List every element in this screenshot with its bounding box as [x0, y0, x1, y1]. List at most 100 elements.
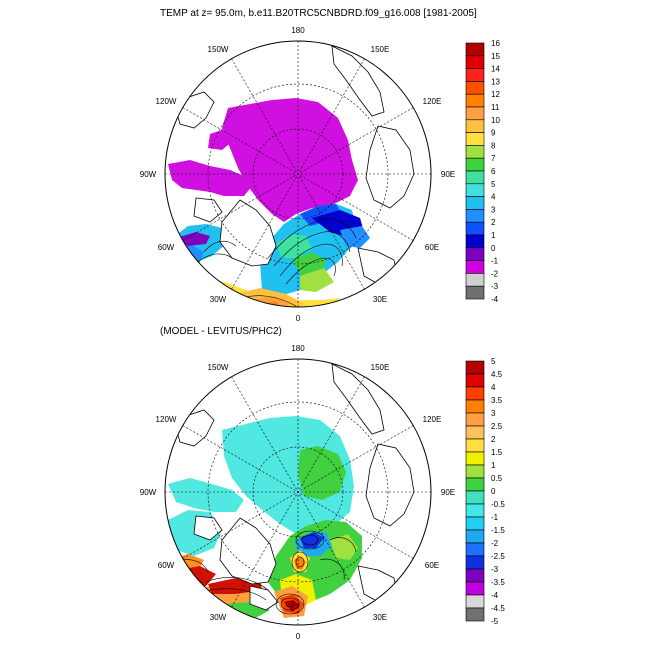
- bottom-colorbar-swatch-2: [465, 386, 485, 401]
- bottom-colorbar-label-10: 0: [491, 487, 496, 496]
- top-colorbar-label-10: 6: [491, 167, 496, 176]
- bottom-colorbar-label-7: 1.5: [491, 448, 503, 457]
- bottom-colorbar-swatch-9: [465, 477, 485, 492]
- bottom-colorbar-label-5: 2.5: [491, 422, 503, 431]
- top-lon-label-150w: 150W: [208, 45, 229, 54]
- bottom-colorbar-swatch-7: [465, 451, 485, 466]
- bottom-colorbar-swatch-3: [465, 399, 485, 414]
- bottom-colorbar-swatch-17: [465, 581, 485, 596]
- bottom-colorbar-label-14: -2: [491, 539, 499, 548]
- top-colorbar-swatch-1: [465, 55, 485, 69]
- top-lon-label-120w: 120W: [156, 97, 177, 106]
- bottom-colorbar-label-2: 4: [491, 383, 496, 392]
- bottom-colorbar-swatch-18: [465, 594, 485, 609]
- bottom-colorbar-swatch-8: [465, 464, 485, 479]
- bottom-colorbar-swatch-6: [465, 438, 485, 453]
- bottom-lon-label-150w: 150W: [208, 363, 229, 372]
- top-colorbar-swatch-12: [465, 196, 485, 210]
- bottom-lon-label-90e: 90E: [441, 488, 455, 497]
- top-colorbar-swatch-7: [465, 132, 485, 146]
- top-lon-label-60e: 60E: [425, 243, 439, 252]
- top-colorbar-swatch-10: [465, 170, 485, 185]
- top-colorbar-swatch-14: [465, 221, 485, 236]
- top-colorbar-swatch-15: [465, 234, 485, 249]
- bottom-colorbar-label-6: 2: [491, 435, 496, 444]
- bottom-colorbar-label-1: 4.5: [491, 370, 503, 379]
- top-colorbar-swatch-18: [465, 273, 485, 287]
- top-colorbar-label-19: -3: [491, 282, 499, 291]
- top-colorbar-swatch-8: [465, 145, 485, 159]
- top-colorbar-label-2: 14: [491, 65, 500, 74]
- top-colorbar-label-13: 3: [491, 205, 496, 214]
- bottom-contours: [175, 530, 357, 615]
- top-colorbar-label-11: 5: [491, 180, 496, 189]
- bottom-lon-label-30e: 30E: [373, 613, 387, 622]
- top-colorbar-label-1: 15: [491, 52, 500, 61]
- bottom-lon-label-60e: 60E: [425, 561, 439, 570]
- top-colorbar-swatch-13: [465, 209, 485, 223]
- top-colorbar-swatch-5: [465, 106, 485, 121]
- bottom-colorbar-swatch-19: [465, 607, 485, 622]
- bottom-coastlines: [175, 363, 415, 611]
- top-colorbar-label-3: 13: [491, 77, 500, 86]
- bottom-colorbar-swatch-4: [465, 412, 485, 427]
- bottom-colorbar-label-17: -3.5: [491, 578, 505, 587]
- top-colorbar-swatch-11: [465, 183, 485, 197]
- bottom-lon-label-30w: 30W: [210, 613, 227, 622]
- top-colorbar-swatch-19: [465, 285, 485, 300]
- bottom-colorbar-label-19: -4.5: [491, 604, 505, 613]
- bottom-graticule: [165, 359, 431, 625]
- top-canadian-archipelago-cold: [168, 160, 252, 196]
- top-colorbar-label-16: 0: [491, 244, 496, 253]
- top-lon-label-150e: 150E: [371, 45, 390, 54]
- top-colorbar-swatch-3: [465, 81, 485, 95]
- bottom-lon-label-120w: 120W: [156, 415, 177, 424]
- bottom-colorbar-label-12: -1: [491, 513, 499, 522]
- bottom-lon-label-90w: 90W: [140, 488, 157, 497]
- bottom-colorbar-swatch-1: [465, 373, 485, 388]
- top-colorbar-label-4: 12: [491, 90, 500, 99]
- bottom-colorbar-swatch-15: [465, 555, 485, 570]
- bottom-colorbar-label-3: 3.5: [491, 396, 503, 405]
- top-graticule: [165, 41, 431, 307]
- top-colorbar-label-8: 8: [491, 141, 496, 150]
- top-map-title: TEMP at z= 95.0m, b.e11.B20TRC5CNBDRD.f0…: [160, 8, 477, 19]
- top-colorbar-label-20: -4: [491, 295, 499, 304]
- top-contours: [197, 218, 357, 307]
- top-colorbar-swatch-16: [465, 247, 485, 261]
- bottom-colorbar: 5 4.5 4 3.5 3 2.5 2 1.5 1 0.5 0 -0.5 -1 -1.5 -2 -2.5 -3 -…: [465, 357, 505, 626]
- top-colorbar-label-9: 7: [491, 154, 496, 163]
- bottom-colorbar-swatch-13: [465, 529, 485, 544]
- bottom-colorbar-swatch-5: [465, 425, 485, 440]
- bottom-colorbar-label-8: 1: [491, 461, 496, 470]
- bottom-lon-label-180: 180: [291, 344, 305, 353]
- top-colorbar-label-7: 9: [491, 129, 496, 138]
- top-lon-label-90e: 90E: [441, 170, 455, 179]
- top-colorbar-swatch-4: [465, 93, 485, 108]
- bottom-colorbar-label-15: -2.5: [491, 552, 505, 561]
- top-colorbar-swatch-2: [465, 68, 485, 82]
- bottom-canadian-archipelago-difference: [168, 478, 244, 512]
- top-colorbar-label-17: -1: [491, 257, 499, 266]
- bottom-colorbar-label-9: 0.5: [491, 474, 503, 483]
- bottom-lon-label-120e: 120E: [423, 415, 442, 424]
- top-colorbar-swatch-17: [465, 260, 485, 274]
- bottom-colorbar-label-11: -0.5: [491, 500, 505, 509]
- top-colorbar-label-12: 4: [491, 193, 496, 202]
- top-lon-label-180: 180: [291, 26, 305, 35]
- top-colorbar-label-14: 2: [491, 218, 496, 227]
- top-colorbar-label-15: 1: [491, 231, 496, 240]
- top-lon-label-90w: 90W: [140, 170, 157, 179]
- top-colorbar-swatch-6: [465, 119, 485, 133]
- top-coastlines: [175, 45, 415, 287]
- bottom-polar-map: 180 150W 150E 120W 120E 90W 90E 60W 60E …: [140, 344, 455, 641]
- top-colorbar-label-6: 10: [491, 116, 500, 125]
- top-lon-label-30w: 30W: [210, 295, 227, 304]
- bottom-colorbar-label-13: -1.5: [491, 526, 505, 535]
- bottom-lon-label-150e: 150E: [371, 363, 390, 372]
- bottom-colorbar-label-0: 5: [491, 357, 496, 366]
- top-lon-label-60w: 60W: [158, 243, 175, 252]
- bottom-colorbar-swatch-12: [465, 516, 485, 531]
